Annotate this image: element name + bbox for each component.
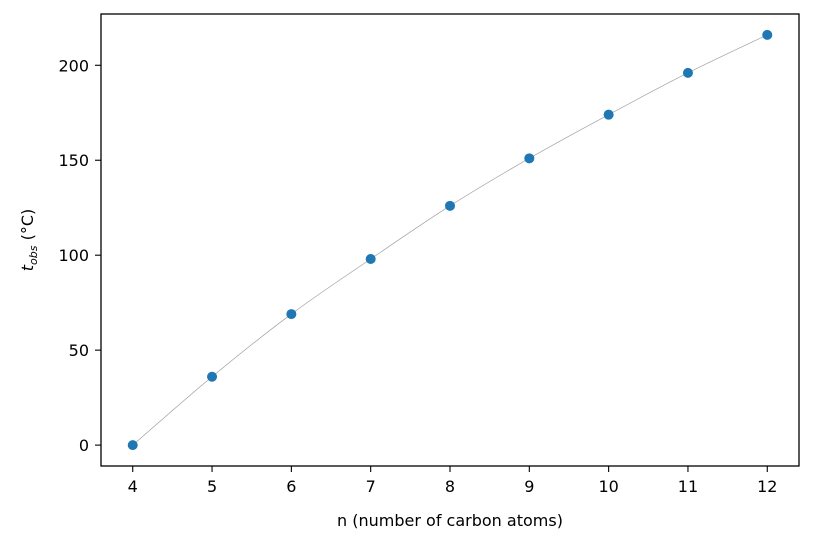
data-point [365,253,376,264]
y-axis-label-unit: (°C) [18,209,37,246]
y-axis-ticks: 0 50 100 150 200 [58,56,101,455]
x-tick-label: 9 [524,477,534,496]
x-tick-label: 11 [678,477,698,496]
x-tick-label: 5 [207,477,217,496]
y-axis-label-main: t [18,264,37,271]
y-tick-label: 150 [58,151,89,170]
y-tick-label: 100 [58,246,89,265]
y-tick-label: 50 [69,341,89,360]
data-point [445,200,455,211]
data-point [762,29,773,40]
x-axis-label: n (number of carbon atoms) [337,511,563,530]
y-tick-label: 0 [79,436,89,455]
data-point [603,109,614,120]
x-tick-label: 7 [366,477,376,496]
data-point [127,440,138,451]
x-axis-ticks: 4 5 6 7 8 9 10 11 12 [128,466,777,496]
y-axis-label: tobs (°C) [18,209,40,271]
x-tick-label: 10 [598,477,618,496]
data-point [524,153,535,164]
y-tick-label: 200 [58,56,89,75]
data-point [286,309,297,320]
y-axis-label-subscript: obs [27,245,40,265]
x-tick-label: 6 [286,477,296,496]
x-tick-label: 8 [445,477,455,496]
data-point [682,67,693,78]
x-tick-label: 4 [128,477,138,496]
data-points-layer [127,29,773,451]
data-point [207,371,218,382]
x-tick-label: 12 [757,477,777,496]
